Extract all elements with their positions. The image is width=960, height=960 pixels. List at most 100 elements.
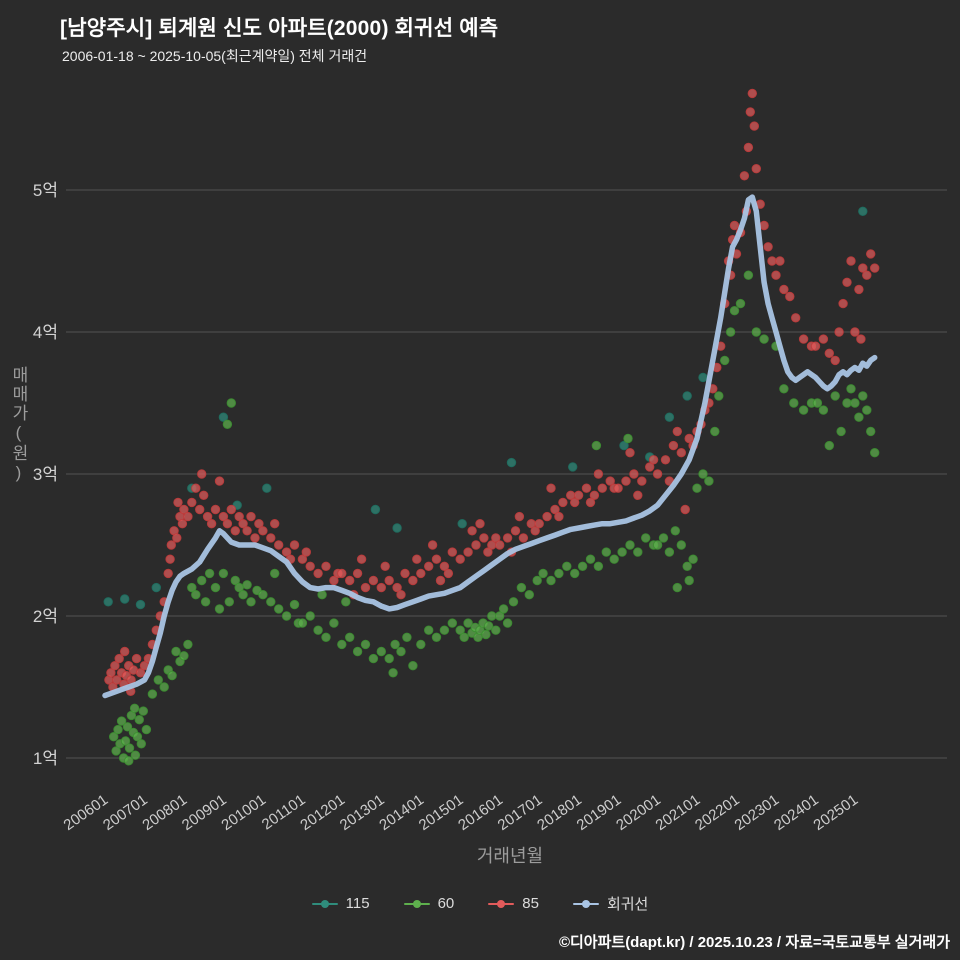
x-tick-label: 201201 [297,791,348,834]
data-point-85 [226,504,237,515]
data-point-85 [858,263,868,273]
legend-item-회귀선[interactable]: 회귀선 [572,893,648,914]
data-point-85 [518,533,529,543]
data-point-85 [376,582,386,593]
data-point-60 [281,611,292,621]
data-point-85 [106,668,116,678]
data-point-85 [135,668,146,678]
data-point-85 [546,483,556,493]
data-point-85 [502,533,513,543]
data-point-85 [648,455,659,465]
y-tick-label: 1억 [33,749,58,768]
data-point-85 [763,242,773,252]
data-point-85 [745,107,755,117]
data-point-60 [111,746,121,756]
data-point-85 [412,554,422,564]
data-point-85 [187,497,197,508]
data-point-85 [471,540,481,550]
data-point-60 [633,547,643,557]
data-point-85 [613,483,623,493]
data-point-85 [455,554,465,564]
data-point-85 [749,121,759,131]
data-point-85 [380,561,390,571]
data-point-60 [850,398,860,408]
data-point-85 [479,533,489,543]
data-point-60 [218,568,229,579]
data-point-60 [498,604,509,614]
data-point-85 [684,433,694,444]
data-point-85 [368,575,379,586]
data-point-85 [163,568,173,579]
data-point-60 [502,618,513,628]
footer-credit: ©디아파트(dapt.kr) / 2025.10.23 / 자료=국토교통부 실… [558,934,950,951]
data-point-60 [546,575,556,586]
data-point-60 [388,668,398,678]
data-point-60 [204,568,215,579]
data-point-60 [684,575,694,586]
data-point-85 [281,547,292,557]
data-point-85 [558,497,568,508]
data-point-60 [593,561,604,571]
data-point-60 [214,604,225,614]
data-point-85 [195,504,205,515]
legend-marker-icon [311,899,338,909]
x-tick-label: 202401 [771,791,822,834]
data-point-60 [138,706,149,716]
data-point-85 [206,519,217,529]
data-point-85 [301,547,311,557]
legend-item-115[interactable]: 115 [311,895,370,912]
data-point-60 [210,582,221,593]
data-point-85 [629,469,639,479]
data-point-85 [313,568,323,579]
data-point-60 [676,540,686,550]
data-point-60 [625,540,635,550]
data-point-115 [568,462,578,472]
data-point-60 [122,722,133,732]
data-point-85 [352,568,363,579]
data-point-60 [538,568,548,579]
data-point-60 [183,639,193,650]
data-point-60 [789,398,799,408]
data-point-60 [670,526,680,536]
data-point-60 [321,632,331,642]
data-point-85 [530,526,540,536]
data-point-60 [836,426,846,437]
data-point-85 [424,561,434,571]
data-point-85 [183,511,193,522]
data-point-60 [124,743,135,753]
data-point-60 [672,582,682,593]
data-point-60 [487,611,497,621]
data-point-60 [664,547,675,557]
data-point-60 [759,334,769,344]
data-point-85 [862,270,872,280]
data-point-115 [619,440,629,451]
data-point-60 [179,651,189,661]
data-point-85 [329,575,339,586]
data-point-60 [337,639,347,650]
legend-label: 115 [345,895,370,912]
legend-label: 85 [522,895,539,912]
data-point-85 [416,568,426,579]
data-point-60 [735,298,746,309]
data-point-85 [321,561,331,571]
data-point-85 [250,533,260,543]
data-point-85 [305,561,315,571]
data-point-85 [199,490,209,500]
data-point-85 [668,440,679,451]
data-point-85 [729,220,740,231]
data-point-85 [652,469,663,479]
data-point-60 [818,405,829,415]
data-point-60 [109,732,119,742]
data-point-85 [131,653,142,664]
legend-item-60[interactable]: 60 [403,895,454,912]
data-point-60 [798,405,809,415]
data-point-60 [305,611,315,621]
data-point-60 [222,419,233,429]
data-point-115 [698,372,708,383]
data-point-85 [593,469,604,479]
legend-item-85[interactable]: 85 [488,895,539,912]
data-point-85 [767,256,777,266]
data-point-60 [812,398,823,408]
data-point-60 [714,391,724,401]
x-tick-label: 200701 [100,791,151,834]
